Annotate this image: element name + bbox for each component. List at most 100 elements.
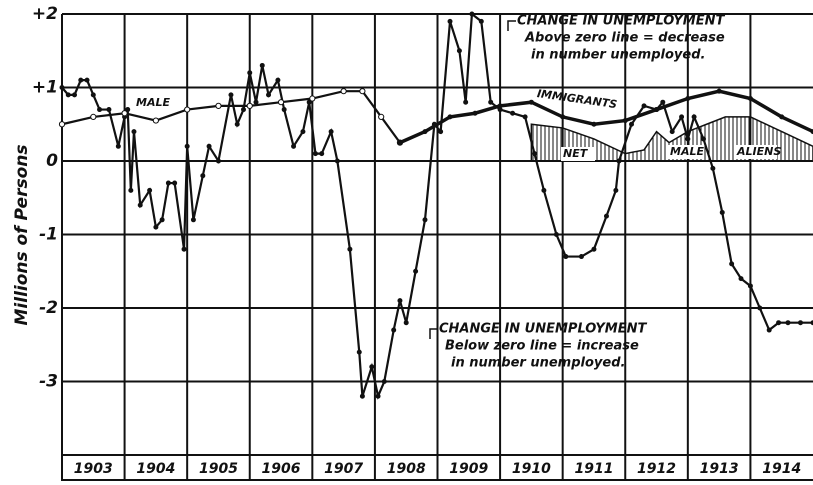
point: [165, 180, 171, 186]
x-tick-label: 1904: [136, 461, 175, 477]
point: [291, 143, 297, 149]
point: [478, 18, 484, 24]
series-label: IMMIGRANTS: [536, 87, 618, 111]
point: [234, 121, 240, 127]
series-label: MALE: [136, 96, 170, 109]
y-tick-label: 0: [46, 151, 58, 171]
label-bg: [668, 145, 702, 159]
point: [328, 129, 334, 135]
point: [629, 121, 635, 127]
x-tick-label: 1908: [387, 461, 426, 477]
point: [679, 114, 685, 120]
point: [275, 77, 281, 83]
point: [591, 121, 597, 127]
point: [131, 129, 137, 135]
point: [190, 217, 196, 223]
annotation: CHANGE IN UNEMPLOYMENT: [439, 322, 647, 337]
point: [685, 96, 691, 102]
point: [253, 99, 259, 105]
point: [469, 11, 475, 17]
point: [181, 246, 187, 252]
point: [456, 48, 462, 54]
point: [266, 92, 272, 98]
point: [137, 202, 143, 208]
point: [691, 114, 697, 120]
point: [716, 88, 722, 94]
point: [172, 180, 178, 186]
point: [472, 110, 478, 116]
point: [797, 320, 803, 326]
point: [152, 117, 159, 124]
point: [591, 246, 597, 252]
point: [375, 393, 381, 399]
point: [259, 62, 265, 68]
point: [334, 158, 340, 164]
point: [72, 92, 78, 98]
annotation: in number unemployed.: [451, 356, 625, 371]
point: [660, 99, 666, 105]
point: [309, 95, 316, 102]
point: [654, 107, 660, 113]
point: [277, 99, 285, 106]
y-tick-label: +2: [32, 4, 58, 24]
x-tick-label: 1909: [449, 461, 488, 477]
point: [560, 114, 566, 120]
point: [510, 110, 516, 116]
point: [729, 261, 735, 267]
point: [719, 209, 725, 215]
annotation: Below zero line = increase: [445, 339, 639, 354]
y-tick-label: +1: [32, 78, 58, 98]
point: [747, 96, 753, 102]
x-tick-label: 1911: [574, 461, 613, 477]
point: [757, 305, 763, 311]
point: [422, 129, 428, 135]
point: [603, 213, 609, 219]
point: [738, 276, 744, 282]
point: [215, 158, 221, 164]
point: [159, 217, 165, 223]
x-tick-label: 1905: [199, 461, 238, 477]
point: [710, 165, 716, 171]
point: [121, 110, 128, 117]
point: [246, 102, 253, 109]
point: [378, 113, 385, 121]
point: [90, 113, 97, 121]
point: [785, 320, 791, 326]
annotation-arrow: [429, 328, 438, 339]
point: [413, 268, 419, 274]
point: [300, 129, 306, 135]
point: [215, 102, 222, 109]
point: [115, 143, 121, 149]
point: [281, 107, 287, 113]
point: [766, 327, 772, 333]
point: [200, 173, 206, 179]
point: [340, 88, 347, 95]
point: [106, 107, 112, 113]
point: [438, 129, 444, 135]
point: [403, 320, 409, 326]
x-tick-label: 1910: [512, 461, 551, 477]
point: [97, 107, 103, 113]
point: [58, 121, 66, 128]
point: [59, 85, 65, 90]
x-tick-label: 1913: [700, 461, 739, 477]
point: [184, 106, 191, 113]
annotation: Above zero line = decrease: [524, 31, 725, 46]
point: [240, 107, 246, 113]
point: [488, 99, 494, 105]
point: [381, 379, 387, 384]
point: [613, 187, 619, 193]
point: [397, 140, 403, 146]
point: [369, 364, 375, 370]
point: [125, 107, 131, 113]
point: [747, 283, 753, 289]
point: [312, 151, 318, 157]
point: [528, 99, 534, 105]
point: [184, 143, 190, 149]
y-tick-label: -2: [39, 298, 58, 318]
point: [776, 320, 782, 326]
point: [669, 129, 675, 135]
point: [228, 92, 234, 98]
